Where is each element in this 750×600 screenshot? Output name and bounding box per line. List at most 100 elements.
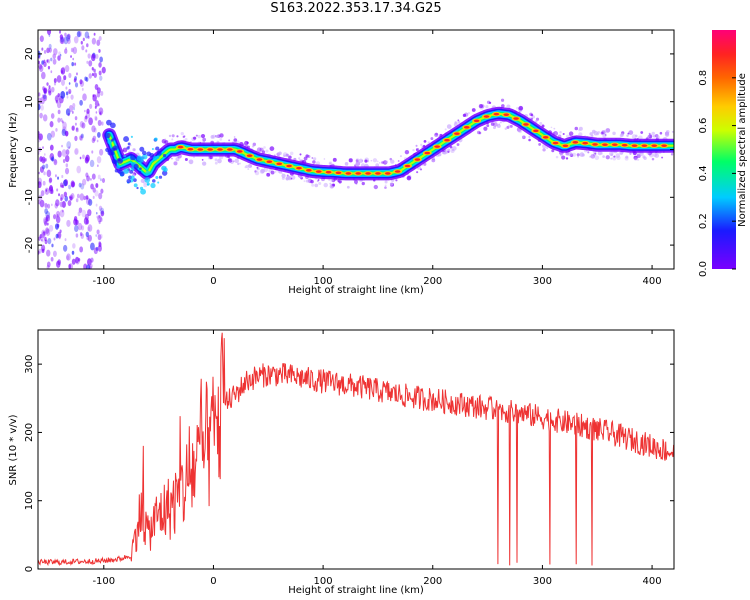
noise-speck [42, 114, 48, 122]
noise-speck [46, 249, 51, 257]
noise-speck [60, 184, 63, 188]
noise-speck [97, 215, 102, 223]
noise-speck [57, 117, 61, 123]
ridge-halo-speck [404, 149, 410, 155]
colorbar-tick-label: 0.8 [698, 70, 709, 86]
ridge-hotspot-core [236, 150, 243, 153]
noise-speck [52, 58, 57, 65]
noise-speck [86, 175, 90, 182]
noise-speck [95, 246, 99, 251]
page-title: S163.2022.353.17.34.G25 [270, 1, 442, 16]
noise-speck [87, 234, 92, 242]
ridge-halo-speck [656, 135, 660, 139]
ridge-halo-speck [493, 122, 498, 127]
ridge-halo-speck [239, 162, 242, 165]
ridge-halo-speck [652, 134, 656, 138]
ridge-halo-speck [609, 151, 614, 156]
ridge-halo-speck [338, 180, 342, 184]
noise-speck [59, 209, 65, 218]
ridge-halo-speck [451, 149, 454, 152]
noise-speck [63, 75, 67, 81]
noise-speck [91, 137, 96, 144]
ridge-halo-speck [182, 135, 185, 139]
ridge-halo-speck [447, 148, 451, 152]
noise-speck [38, 236, 41, 241]
noise-speck [74, 256, 79, 264]
ridge-hotspot-core [454, 132, 460, 136]
ridge-halo-speck [228, 139, 231, 142]
ridge-halo-speck [640, 131, 644, 134]
ridge-halo-speck [256, 147, 262, 153]
ridge-halo-speck [252, 142, 257, 147]
ridge-scatter [133, 183, 138, 188]
noise-speck [65, 47, 67, 50]
noise-speck [40, 96, 45, 105]
ridge-halo-speck [171, 134, 175, 138]
ridge-halo-speck [431, 158, 436, 163]
noise-speck [97, 234, 102, 241]
ridge-hotspot-core [414, 158, 421, 161]
ridge-halo-speck [378, 162, 381, 164]
noise-speck [94, 190, 99, 197]
noise-speck [65, 149, 70, 156]
noise-speck [71, 62, 74, 67]
ridge-halo-speck [542, 148, 546, 152]
noise-speck [62, 121, 67, 130]
ridge-halo-speck [636, 158, 640, 161]
snr-panel: -100 0 100 200 300 400 0 100 200 300 Height of s… [8, 329, 675, 596]
noise-speck [68, 91, 71, 94]
ridge-halo-speck [551, 149, 555, 153]
ridge-halo-speck [642, 155, 646, 159]
ridge-halo-speck [332, 183, 336, 187]
noise-speck [74, 224, 79, 233]
ridge-halo-speck [197, 134, 201, 139]
ridge-halo-speck [416, 171, 419, 174]
ridge-halo-speck [245, 164, 249, 169]
ridge-halo-speck [627, 132, 630, 135]
noise-speck [84, 115, 88, 120]
noise-speck [57, 259, 61, 266]
noise-speck [85, 197, 91, 205]
ridge-halo-speck [384, 186, 387, 189]
noise-speck [80, 225, 85, 231]
ridge-halo-speck [648, 132, 651, 135]
ridge-halo-speck [602, 155, 605, 158]
noise-speck [68, 264, 72, 269]
ridge-halo-speck [180, 131, 184, 136]
y-tick-label: 100 [24, 491, 35, 510]
ridge-halo-speck [528, 135, 531, 138]
noise-speck [66, 219, 71, 227]
noise-speck [80, 233, 84, 239]
noise-speck [41, 71, 46, 80]
noise-speck [57, 176, 60, 180]
ridge-hotspot-core [592, 143, 598, 146]
noise-speck [40, 190, 45, 197]
ridge-halo-speck [634, 157, 638, 161]
noise-speck [78, 207, 83, 213]
noise-speck [48, 47, 52, 53]
ridge-scatter [139, 146, 145, 152]
ridge-hotspot-core [404, 164, 411, 168]
noise-speck [94, 84, 99, 90]
noise-speck [64, 65, 70, 73]
noise-speck [38, 103, 41, 111]
x-tick-label: 200 [423, 276, 442, 287]
x-tick-label: -100 [92, 276, 115, 287]
ridge-halo-speck [661, 156, 664, 159]
noise-speck [75, 233, 79, 238]
noise-speck [91, 72, 94, 77]
noise-speck [68, 146, 71, 150]
noise-speck [97, 214, 100, 220]
ridge-halo-speck [173, 161, 178, 166]
noise-speck [43, 61, 47, 68]
ridge-halo-speck [562, 132, 565, 136]
ridge-scatter [152, 155, 158, 161]
ridge-scatter [136, 186, 139, 190]
noise-speck [61, 70, 64, 74]
noise-speck [64, 167, 70, 175]
ridge-halo-speck [446, 124, 452, 129]
noise-speck [55, 174, 57, 178]
noise-speck [81, 45, 85, 51]
noise-speck [69, 196, 73, 201]
